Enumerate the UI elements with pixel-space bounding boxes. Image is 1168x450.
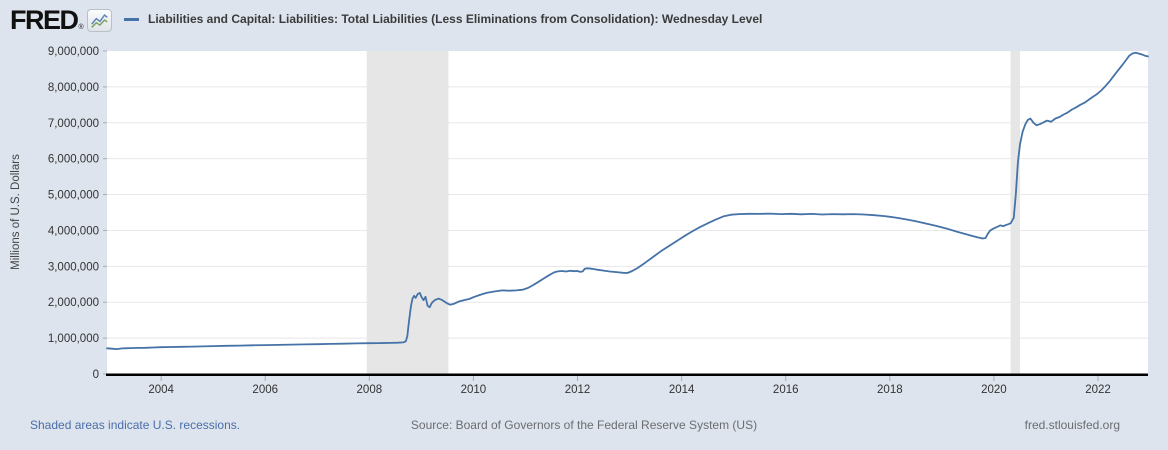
y-tick-label: 9,000,000 (48, 46, 99, 58)
y-tick-label: 2,000,000 (48, 297, 99, 309)
y-tick-label: 3,000,000 (48, 261, 99, 273)
footer: Shaded areas indicate U.S. recessions. S… (0, 414, 1168, 436)
x-tick-label: 2004 (148, 384, 174, 396)
legend-line-swatch (124, 17, 139, 21)
y-tick-label: 7,000,000 (48, 118, 99, 130)
y-tick-label: 4,000,000 (48, 225, 99, 237)
recession-band (366, 51, 449, 374)
x-tick-label: 2014 (669, 384, 695, 396)
series-line[interactable] (106, 51, 1149, 351)
fred-logo-chart-icon (86, 8, 112, 32)
registered-mark-icon: ® (78, 24, 84, 31)
legend: Liabilities and Capital: Liabilities: To… (124, 12, 762, 26)
x-tick-label: 2022 (1085, 384, 1111, 396)
header: FRED ® Liabilities and Capital: Liabilit… (0, 0, 1168, 42)
chart-title: Liabilities and Capital: Liabilities: To… (148, 12, 763, 26)
y-tick-label: 0 (93, 369, 99, 381)
x-tick-label: 2006 (252, 384, 278, 396)
y-tick-label: 8,000,000 (48, 82, 99, 94)
y-tick-label: 5,000,000 (48, 190, 99, 202)
x-tick-label: 2018 (877, 384, 903, 396)
recession-shading-note-link[interactable]: Shaded areas indicate U.S. recessions. (30, 418, 241, 432)
recession-band (1010, 51, 1020, 374)
fred-logo[interactable]: FRED ® (10, 5, 112, 35)
x-tick-label: 2012 (565, 384, 591, 396)
source-text: Source: Board of Governors of the Federa… (410, 418, 758, 432)
site-url-text: fred.stlouisfed.org (1024, 418, 1120, 432)
x-axis-line (106, 373, 1148, 376)
y-tick-label: 6,000,000 (48, 154, 99, 166)
x-tick-label: 2008 (357, 384, 383, 396)
y-tick-label: 1,000,000 (48, 333, 99, 345)
fred-logo-text: FRED (10, 5, 79, 35)
x-tick-label: 2016 (773, 384, 799, 396)
x-tick-label: 2010 (461, 384, 487, 396)
x-tick-label: 2020 (981, 384, 1007, 396)
y-axis-title: Millions of U.S. Dollars (10, 154, 22, 270)
plot-area[interactable] (107, 51, 1148, 374)
